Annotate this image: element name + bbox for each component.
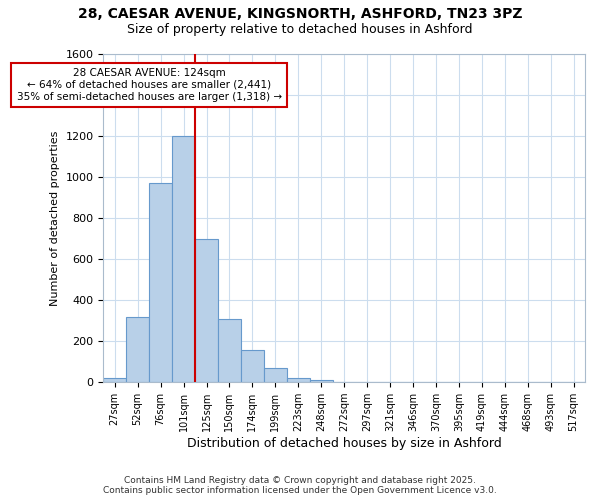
Bar — [264, 368, 287, 382]
Bar — [218, 318, 241, 382]
Bar — [287, 378, 310, 382]
X-axis label: Distribution of detached houses by size in Ashford: Distribution of detached houses by size … — [187, 437, 502, 450]
Text: 28 CAESAR AVENUE: 124sqm
← 64% of detached houses are smaller (2,441)
35% of sem: 28 CAESAR AVENUE: 124sqm ← 64% of detach… — [17, 68, 282, 102]
Bar — [195, 238, 218, 382]
Text: 28, CAESAR AVENUE, KINGSNORTH, ASHFORD, TN23 3PZ: 28, CAESAR AVENUE, KINGSNORTH, ASHFORD, … — [78, 8, 522, 22]
Text: Contains HM Land Registry data © Crown copyright and database right 2025.
Contai: Contains HM Land Registry data © Crown c… — [103, 476, 497, 495]
Bar — [126, 316, 149, 382]
Bar — [103, 378, 126, 382]
Bar — [310, 380, 332, 382]
Bar — [172, 136, 195, 382]
Text: Size of property relative to detached houses in Ashford: Size of property relative to detached ho… — [127, 22, 473, 36]
Bar — [241, 350, 264, 382]
Y-axis label: Number of detached properties: Number of detached properties — [50, 130, 60, 306]
Bar — [149, 183, 172, 382]
